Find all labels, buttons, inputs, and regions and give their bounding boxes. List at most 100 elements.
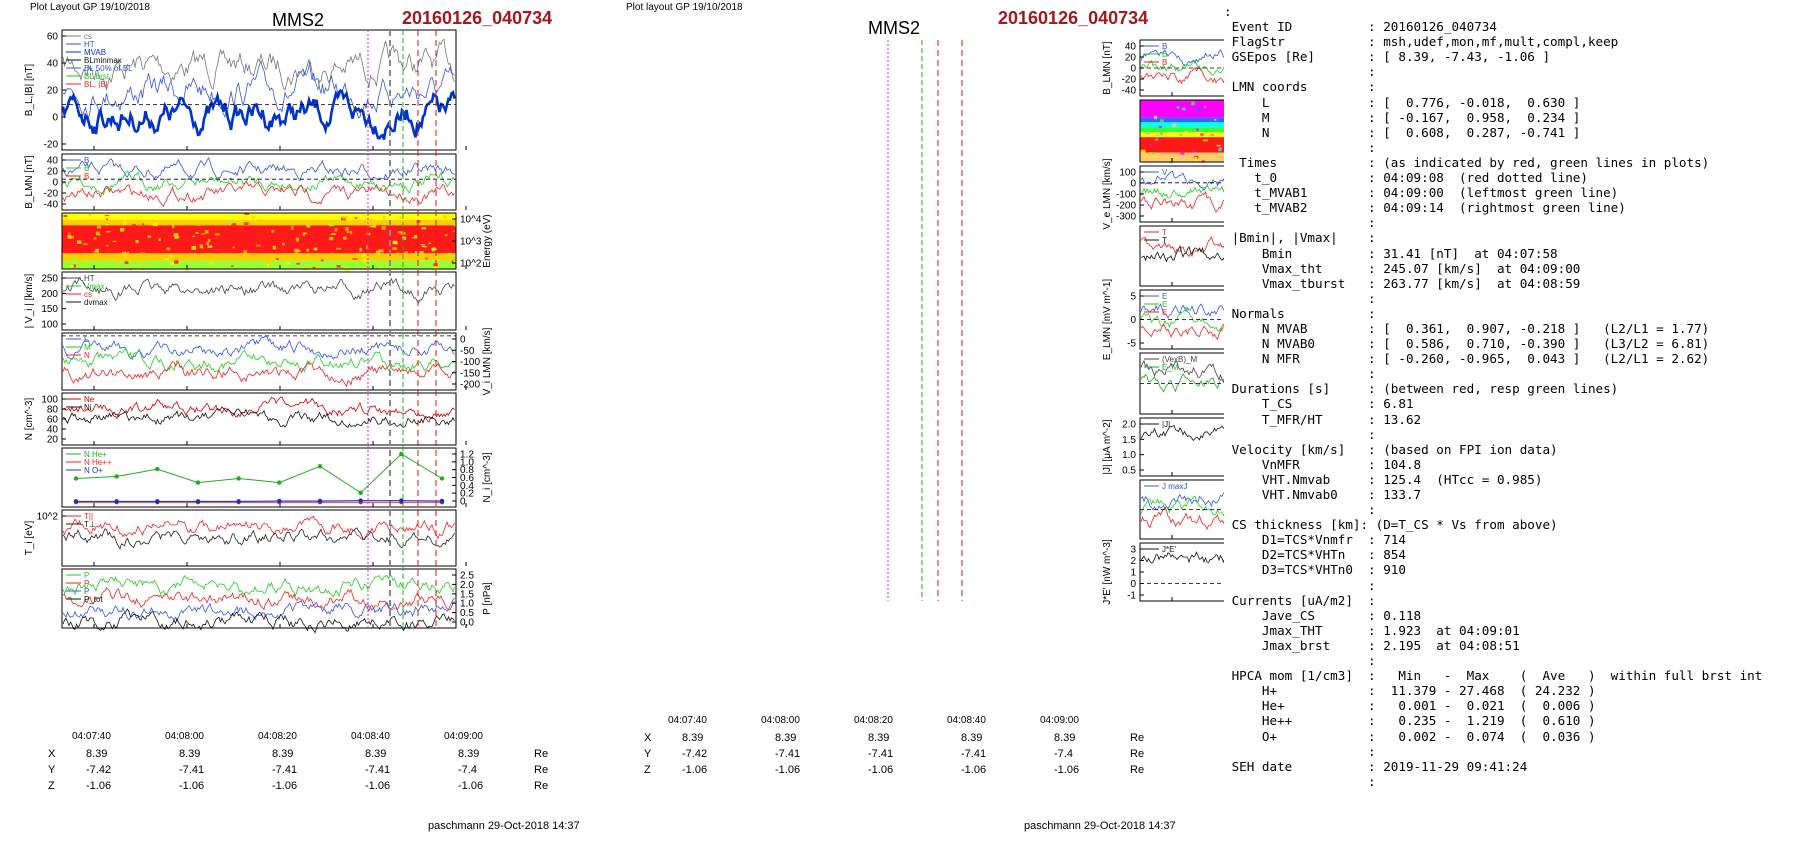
coords-row: X 8.39 8.39 8.39 8.39 8.39 Re bbox=[48, 748, 549, 760]
legend-entry: cs bbox=[84, 32, 92, 41]
spectrogram-texture bbox=[1172, 114, 1175, 119]
spectrogram-texture bbox=[306, 216, 311, 218]
spectrogram-texture bbox=[421, 222, 424, 225]
spectrogram-texture bbox=[298, 249, 301, 252]
spectrogram-texture bbox=[207, 238, 211, 243]
spectrogram-texture bbox=[440, 233, 446, 238]
spectrogram-texture bbox=[367, 213, 371, 215]
spectrogram-texture bbox=[323, 221, 326, 224]
right-spacecraft-title: MMS2 bbox=[868, 18, 921, 38]
spectrogram-texture bbox=[195, 231, 199, 234]
data-series-line bbox=[1140, 306, 1224, 332]
spectrogram-texture bbox=[191, 245, 196, 250]
spectrogram-texture bbox=[230, 265, 234, 267]
y-tick-label: 0 bbox=[52, 178, 58, 189]
spectrogram-texture bbox=[294, 248, 299, 253]
spectrogram-texture bbox=[267, 263, 270, 267]
spectrogram-texture bbox=[68, 265, 74, 268]
spectrogram-texture bbox=[262, 229, 267, 233]
spectrogram-texture bbox=[313, 244, 317, 248]
spectrogram-band bbox=[1140, 122, 1224, 128]
spectrogram-texture bbox=[315, 265, 320, 269]
spectrogram-texture bbox=[83, 243, 88, 245]
coords-row: Z -1.06 -1.06 -1.06 -1.06 -1.06 Re bbox=[48, 780, 549, 792]
legend-entry: cs bbox=[84, 290, 92, 299]
spectrogram-texture bbox=[256, 244, 261, 247]
data-series-line bbox=[62, 347, 455, 373]
spectrogram-texture bbox=[173, 233, 179, 237]
y-tick-label: 20 bbox=[47, 86, 59, 97]
spectrogram-texture bbox=[1176, 106, 1180, 109]
legend-entry: B bbox=[84, 172, 89, 181]
spectrogram-texture bbox=[1149, 152, 1152, 154]
spectrogram-texture bbox=[312, 219, 317, 222]
left-event-title: 20160126_040734 bbox=[402, 8, 553, 28]
y-tick-label: 100 bbox=[1119, 168, 1136, 179]
spectrogram-texture bbox=[1151, 132, 1157, 134]
legend-entry: T bbox=[1162, 228, 1167, 237]
spectrogram-texture bbox=[227, 220, 233, 224]
spectrogram-texture bbox=[320, 259, 324, 262]
y-tick-label: 1.0 bbox=[460, 599, 474, 610]
y-tick-label: 2 bbox=[1130, 556, 1136, 567]
panel: 10^410^310^210^1Energy (eV) bbox=[1139, 99, 1224, 164]
spectrogram-texture bbox=[204, 238, 208, 242]
y-tick-label: 200 bbox=[41, 289, 58, 300]
spectrogram-texture bbox=[1160, 131, 1163, 136]
legend-entry: HT bbox=[84, 274, 95, 283]
y-tick-label: 1.2 bbox=[460, 450, 474, 461]
panel: T_e [eV]TT bbox=[1139, 225, 1224, 287]
left-time-tick: 04:08:40 bbox=[351, 731, 390, 742]
legend-entry: (VexB)_M bbox=[1162, 355, 1197, 364]
y-axis-label: J*E' [nW m^-3] bbox=[1102, 539, 1113, 605]
spectrogram-texture bbox=[199, 244, 203, 249]
spectrogram-texture bbox=[303, 266, 308, 271]
spectrogram-band bbox=[1140, 117, 1224, 123]
ni-data-point bbox=[277, 498, 282, 504]
spectrogram-texture bbox=[165, 262, 169, 266]
legend-entry: N O+ bbox=[84, 466, 103, 475]
spectrogram-texture bbox=[427, 235, 432, 237]
right-time-tick: 04:07:40 bbox=[668, 715, 707, 726]
ni-data-point bbox=[236, 499, 241, 504]
spectrogram-band bbox=[62, 219, 456, 226]
spectrogram-texture bbox=[372, 225, 377, 228]
spectrogram-texture bbox=[63, 214, 68, 218]
data-series-line bbox=[1140, 303, 1224, 319]
y-axis-label: T_i [eV] bbox=[24, 521, 35, 556]
legend-entry: J*E' bbox=[1162, 545, 1176, 554]
spectrogram-texture bbox=[363, 233, 368, 236]
data-series-line bbox=[1140, 359, 1224, 384]
data-series-line bbox=[1140, 373, 1224, 393]
legend-entry: HT bbox=[84, 40, 95, 49]
spectrogram-texture bbox=[123, 221, 126, 225]
spectrogram-texture bbox=[252, 215, 255, 219]
legend-entry: B bbox=[1162, 50, 1167, 59]
y-tick-label: -5 bbox=[1127, 339, 1136, 350]
y-tick-label: 0 bbox=[1130, 579, 1136, 590]
y-tick-label: -300 bbox=[1116, 212, 1136, 223]
spectrogram-texture bbox=[365, 217, 369, 220]
spectrogram-texture bbox=[336, 247, 341, 250]
coords-row: X 8.39 8.39 8.39 8.39 8.39 Re bbox=[644, 732, 1145, 744]
spectrogram-texture bbox=[192, 235, 196, 238]
panel: 10^2T_i [eV] T||T⊥ bbox=[24, 509, 467, 567]
spectrogram-texture bbox=[259, 237, 264, 239]
legend-entry: |J| bbox=[1162, 420, 1170, 429]
spectrogram-texture bbox=[1153, 115, 1158, 120]
y-tick-label: -100 bbox=[460, 357, 480, 368]
y-tick-label: 1.5 bbox=[1122, 435, 1136, 446]
legend-entry: T⊥ bbox=[84, 520, 96, 529]
spectrogram-texture bbox=[244, 222, 249, 226]
spectrogram-texture bbox=[164, 257, 169, 260]
y-axis-label: Energy (eV) bbox=[482, 214, 493, 267]
data-series-line bbox=[62, 597, 455, 622]
spectrogram-texture bbox=[381, 226, 386, 230]
right-event-title: 20160126_040734 bbox=[998, 8, 1149, 28]
spectrogram-texture bbox=[138, 258, 144, 261]
y-axis-label: E_LMN [mV m^-1] bbox=[1102, 279, 1113, 361]
spectrogram-texture bbox=[158, 238, 161, 242]
spectrogram-texture bbox=[1202, 112, 1205, 116]
